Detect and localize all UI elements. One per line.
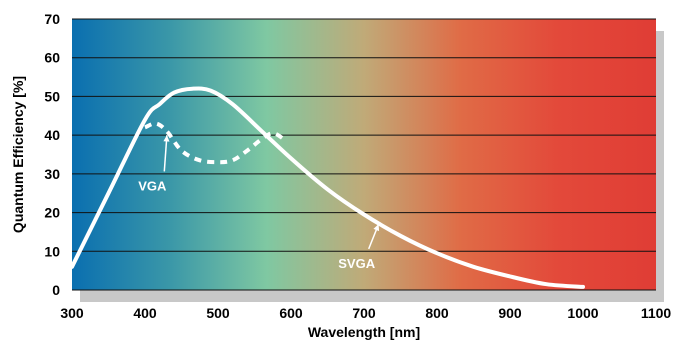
- y-tick-label: 10: [44, 243, 60, 259]
- annotation-arrowhead: [163, 135, 170, 142]
- y-tick-label: 70: [44, 11, 60, 27]
- x-tick-label: 900: [498, 305, 522, 321]
- y-tick-labels: 0 10 20 30 40 50 60 70: [44, 11, 60, 298]
- x-tick-label: 1000: [567, 305, 598, 321]
- y-tick-label: 20: [44, 205, 60, 221]
- annotation-arrowhead: [373, 224, 380, 232]
- annotation-layer: VGA SVGA: [138, 135, 380, 271]
- plot-background: [72, 19, 656, 290]
- annotation-label-svga: SVGA: [338, 256, 375, 271]
- x-tick-label: 500: [206, 305, 230, 321]
- series-layer: [70, 86, 585, 289]
- x-tick-label: 700: [352, 305, 376, 321]
- x-tick-label: 400: [133, 305, 157, 321]
- annotation-label-vga: VGA: [138, 178, 167, 193]
- x-tick-label: 1100: [641, 305, 672, 321]
- x-tick-label: 800: [425, 305, 449, 321]
- series-line-svga: [70, 86, 585, 289]
- x-axis-title: Wavelength [nm]: [308, 324, 420, 340]
- series-line-vga: [144, 121, 285, 165]
- y-tick-label: 0: [52, 282, 60, 298]
- y-tick-label: 40: [44, 127, 60, 143]
- y-tick-label: 60: [44, 50, 60, 66]
- y-tick-label: 30: [44, 166, 60, 182]
- x-tick-labels: 300 400 500 600 700 800 900 1000 1100: [60, 305, 671, 321]
- x-tick-label: 300: [60, 305, 84, 321]
- x-tick-label: 600: [279, 305, 303, 321]
- y-axis-title: Quantum Efficiency [%]: [10, 76, 26, 233]
- y-tick-label: 50: [44, 88, 60, 104]
